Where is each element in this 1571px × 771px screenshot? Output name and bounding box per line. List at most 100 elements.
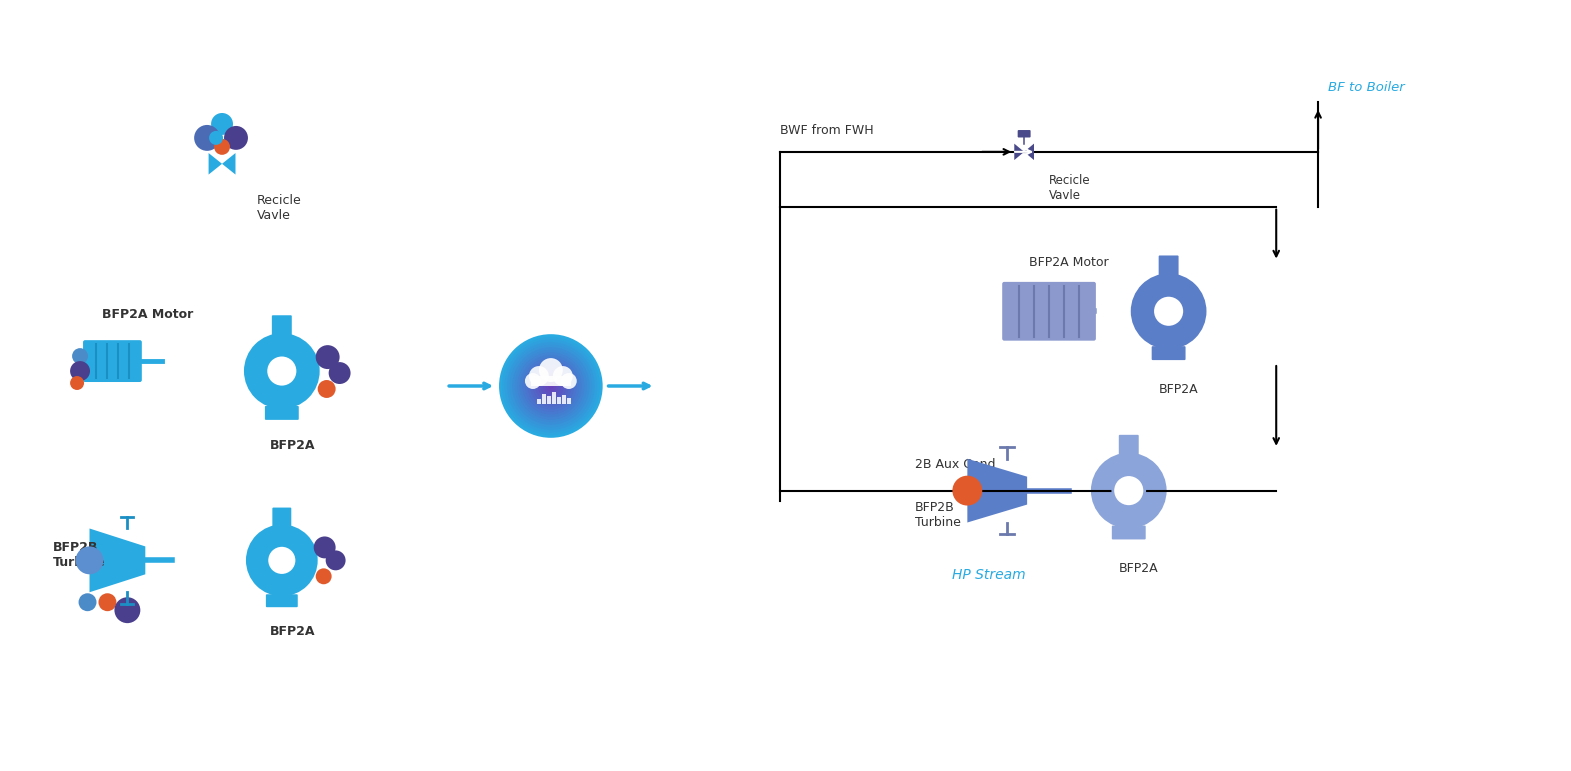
FancyBboxPatch shape xyxy=(265,406,298,420)
Point xyxy=(163,556,182,565)
Point xyxy=(1054,281,1073,291)
Point xyxy=(1018,486,1037,495)
Point xyxy=(1084,307,1103,316)
FancyBboxPatch shape xyxy=(1119,435,1139,459)
FancyBboxPatch shape xyxy=(1018,130,1031,137)
Circle shape xyxy=(71,361,90,381)
Circle shape xyxy=(548,383,553,389)
Circle shape xyxy=(501,337,600,435)
Polygon shape xyxy=(90,528,145,592)
Circle shape xyxy=(539,358,562,382)
Text: BFP2A Motor: BFP2A Motor xyxy=(1029,257,1109,269)
Circle shape xyxy=(520,355,581,417)
Point xyxy=(86,339,105,348)
Circle shape xyxy=(553,366,573,386)
Point xyxy=(124,600,143,609)
Circle shape xyxy=(214,139,229,155)
Circle shape xyxy=(529,366,548,386)
Circle shape xyxy=(325,550,346,571)
Point xyxy=(1078,307,1097,316)
Circle shape xyxy=(225,126,248,150)
Point xyxy=(1059,486,1078,495)
FancyBboxPatch shape xyxy=(562,395,566,404)
Point xyxy=(998,518,1016,527)
FancyBboxPatch shape xyxy=(272,315,292,339)
Point xyxy=(118,588,137,597)
Circle shape xyxy=(1153,295,1185,327)
Point xyxy=(119,373,138,382)
Circle shape xyxy=(517,352,584,419)
Circle shape xyxy=(247,524,317,596)
Point xyxy=(124,512,143,521)
Circle shape xyxy=(509,345,592,427)
Point xyxy=(1024,281,1043,291)
Point xyxy=(1010,332,1029,342)
Point xyxy=(97,339,116,348)
Circle shape xyxy=(71,376,83,390)
Circle shape xyxy=(317,380,336,398)
Point xyxy=(118,600,137,609)
Circle shape xyxy=(537,373,564,399)
Polygon shape xyxy=(222,153,236,174)
Point xyxy=(119,339,138,348)
Circle shape xyxy=(504,339,597,433)
Point xyxy=(152,356,171,365)
Point xyxy=(1005,530,1024,539)
Circle shape xyxy=(265,355,298,387)
FancyBboxPatch shape xyxy=(265,594,298,608)
Point xyxy=(1070,332,1089,342)
Text: BFP2A Motor: BFP2A Motor xyxy=(102,308,193,322)
Circle shape xyxy=(525,373,540,389)
FancyBboxPatch shape xyxy=(1152,346,1186,360)
Circle shape xyxy=(75,547,104,574)
Circle shape xyxy=(99,593,116,611)
Text: BF to Boiler: BF to Boiler xyxy=(1327,81,1404,94)
Circle shape xyxy=(244,333,319,409)
Point xyxy=(998,454,1016,463)
Circle shape xyxy=(211,113,233,135)
Point xyxy=(112,600,130,609)
Circle shape xyxy=(529,365,572,407)
Point xyxy=(118,524,137,533)
Text: 2B Aux Cond: 2B Aux Cond xyxy=(914,458,994,470)
Text: BFP2A: BFP2A xyxy=(270,625,316,638)
FancyBboxPatch shape xyxy=(551,392,556,404)
Circle shape xyxy=(540,375,561,396)
Circle shape xyxy=(525,360,577,412)
Text: BFP2B
Turbine: BFP2B Turbine xyxy=(53,541,105,570)
Circle shape xyxy=(533,368,569,404)
Point xyxy=(86,373,105,382)
Point xyxy=(112,512,130,521)
Point xyxy=(135,556,154,565)
Point xyxy=(991,530,1010,539)
FancyBboxPatch shape xyxy=(556,397,561,404)
Point xyxy=(130,356,149,365)
FancyBboxPatch shape xyxy=(537,399,540,404)
Circle shape xyxy=(267,545,297,575)
FancyBboxPatch shape xyxy=(272,507,291,530)
FancyBboxPatch shape xyxy=(1002,282,1097,341)
FancyBboxPatch shape xyxy=(1112,526,1145,540)
Point xyxy=(1010,281,1029,291)
FancyBboxPatch shape xyxy=(83,340,141,382)
Point xyxy=(118,512,137,521)
Point xyxy=(108,339,127,348)
Circle shape xyxy=(314,537,336,558)
Polygon shape xyxy=(968,459,1027,523)
Point xyxy=(1070,281,1089,291)
Circle shape xyxy=(1131,274,1207,349)
FancyBboxPatch shape xyxy=(542,394,545,404)
Point xyxy=(1040,281,1059,291)
Text: BWF from FWH: BWF from FWH xyxy=(781,124,873,137)
Circle shape xyxy=(544,379,559,394)
Point xyxy=(991,442,1010,451)
Circle shape xyxy=(536,370,567,402)
Polygon shape xyxy=(1015,143,1024,160)
Point xyxy=(108,373,127,382)
FancyBboxPatch shape xyxy=(547,396,551,404)
Point xyxy=(998,530,1016,539)
Text: BFP2A: BFP2A xyxy=(1119,562,1158,575)
Circle shape xyxy=(115,598,140,623)
Circle shape xyxy=(209,131,223,145)
Circle shape xyxy=(72,348,88,364)
